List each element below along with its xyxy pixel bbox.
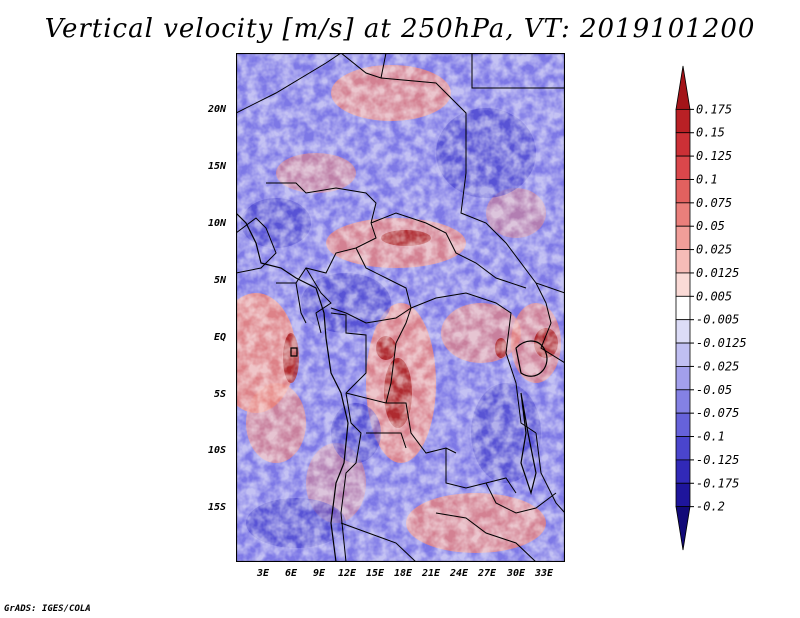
colorbar: 0.175 0.15 0.125 0.1 0.075 0.05 0.025 0.0125 0.0… bbox=[675, 65, 747, 551]
lon-label-24e: 24E bbox=[450, 568, 469, 579]
lat-label-10n: 10N bbox=[208, 218, 227, 229]
colorbar-swatch bbox=[675, 132, 691, 157]
colorbar-label: 0.1 bbox=[696, 172, 718, 186]
colorbar-swatch bbox=[675, 459, 691, 484]
colorbar-label: -0.0125 bbox=[696, 336, 747, 350]
colorbar-label: 0.125 bbox=[696, 149, 732, 163]
colorbar-swatch bbox=[675, 342, 691, 367]
colorbar-swatch bbox=[675, 225, 691, 250]
colorbar-swatch bbox=[675, 366, 691, 391]
colorbar-label: 0.15 bbox=[696, 126, 725, 140]
colorbar-swatch bbox=[675, 108, 691, 134]
colorbar-label: 0.175 bbox=[696, 102, 732, 116]
colorbar-swatch bbox=[675, 482, 691, 508]
colorbar-swatch bbox=[675, 249, 691, 274]
colorbar-swatch bbox=[675, 506, 691, 551]
lon-label-18e: 18E bbox=[394, 568, 413, 579]
lon-label-15e: 15E bbox=[366, 568, 385, 579]
colorbar-swatch bbox=[675, 155, 691, 180]
lat-label-5s: 5S bbox=[214, 389, 227, 400]
vertical-velocity-map bbox=[236, 53, 565, 562]
colorbar-label: -0.175 bbox=[696, 476, 739, 490]
map-frame bbox=[236, 53, 565, 562]
map-title: Vertical velocity [m/s] at 250hPa, VT: 2… bbox=[44, 14, 756, 44]
coastline bbox=[236, 212, 548, 562]
lon-label-33e: 33E bbox=[535, 568, 554, 579]
colorbar-label: 0.025 bbox=[696, 243, 732, 257]
colorbar-label: -0.025 bbox=[696, 359, 739, 373]
lon-label-9e: 9E bbox=[313, 568, 326, 579]
colorbar-label: -0.2 bbox=[696, 500, 725, 514]
colorbar-swatch bbox=[675, 65, 691, 110]
lat-label-eq: EQ bbox=[214, 332, 227, 343]
field-layer bbox=[236, 53, 565, 562]
colorbar-swatch bbox=[675, 389, 691, 414]
colorbar-swatch bbox=[675, 436, 691, 461]
lon-label-21e: 21E bbox=[422, 568, 441, 579]
colorbar-swatch bbox=[675, 319, 691, 344]
colorbar-swatch bbox=[675, 272, 691, 297]
lon-label-12e: 12E bbox=[338, 568, 357, 579]
colorbar-label: 0.075 bbox=[696, 196, 732, 210]
colorbar-swatch bbox=[675, 412, 691, 437]
lon-label-30e: 30E bbox=[507, 568, 526, 579]
lat-label-15s: 15S bbox=[208, 502, 227, 513]
colorbar-label: -0.125 bbox=[696, 453, 739, 467]
colorbar-label: -0.05 bbox=[696, 383, 732, 397]
lat-label-5n: 5N bbox=[214, 275, 227, 286]
footer-credit: GrADS: IGES/COLA bbox=[4, 604, 91, 614]
colorbar-label: -0.005 bbox=[696, 313, 739, 327]
colorbar-label: 0.0125 bbox=[696, 266, 739, 280]
lat-label-10s: 10S bbox=[208, 445, 227, 456]
colorbar-swatch bbox=[675, 295, 691, 321]
colorbar-label: 0.05 bbox=[696, 219, 725, 233]
colorbar-swatch bbox=[675, 202, 691, 227]
country-borders bbox=[236, 53, 565, 562]
lon-label-3e: 3E bbox=[257, 568, 270, 579]
colorbar-label: 0.005 bbox=[696, 289, 732, 303]
colorbar-swatch bbox=[675, 179, 691, 204]
lat-label-20n: 20N bbox=[208, 104, 227, 115]
colorbar-label: -0.075 bbox=[696, 406, 739, 420]
lon-label-27e: 27E bbox=[478, 568, 497, 579]
lon-label-6e: 6E bbox=[285, 568, 298, 579]
lat-label-15n: 15N bbox=[208, 161, 227, 172]
colorbar-label: -0.1 bbox=[696, 430, 725, 444]
